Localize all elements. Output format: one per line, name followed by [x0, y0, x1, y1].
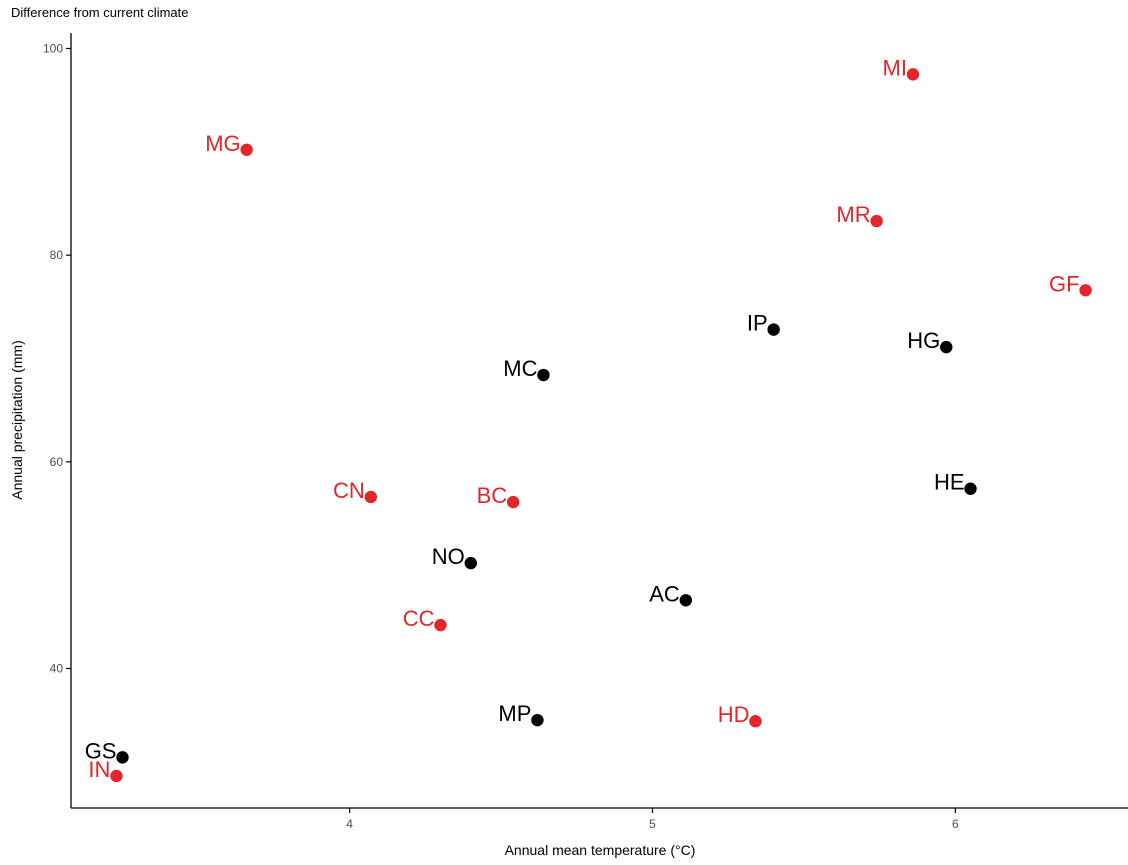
point-label-gs: GS [85, 738, 117, 763]
data-point-gs [116, 751, 129, 764]
y-axis-title: Annual precipitation (mm) [9, 340, 25, 500]
y-tick-label: 40 [50, 662, 64, 676]
point-label-gf: GF [1049, 271, 1080, 296]
point-label-in: IN [88, 757, 110, 782]
data-point-gf [1079, 284, 1092, 297]
data-point-hg [940, 340, 953, 354]
point-label-hd: HD [718, 702, 750, 727]
data-point-no [464, 556, 477, 570]
data-point-mc [537, 368, 550, 382]
data-point-cc [434, 618, 447, 632]
data-point-ip [767, 323, 780, 336]
point-label-mi: MI [883, 55, 907, 80]
x-axis-title: Annual mean temperature (°C) [505, 842, 696, 858]
data-point-he [964, 482, 977, 495]
point-label-mc: MC [503, 356, 537, 381]
point-label-hg: HG [907, 328, 940, 353]
data-point-hd [749, 715, 762, 728]
data-point-in [110, 769, 123, 783]
x-tick-label: 4 [346, 817, 353, 831]
x-tick-label: 5 [649, 817, 656, 831]
chart-subtitle: Difference from current climate [11, 5, 189, 20]
data-point-ac [679, 594, 693, 607]
point-label-no: NO [432, 544, 465, 569]
x-tick-label: 6 [952, 817, 959, 831]
data-point-mg [240, 143, 253, 156]
point-label-cc: CC [403, 606, 435, 631]
y-tick-label: 80 [50, 248, 64, 262]
data-point-cn [364, 490, 378, 504]
data-point-mp [531, 713, 544, 727]
point-label-bc: BC [477, 483, 508, 508]
y-tick-label: 60 [50, 455, 64, 469]
data-point-mr [870, 214, 883, 228]
point-label-ip: IP [747, 311, 768, 336]
axes [70, 33, 1128, 809]
data-point-mi [906, 68, 920, 81]
point-label-he: HE [934, 470, 965, 495]
point-label-mp: MP [498, 701, 531, 726]
point-label-mr: MR [836, 202, 870, 227]
y-tick-label: 100 [43, 42, 63, 56]
point-label-mg: MG [205, 131, 240, 156]
data-point-bc [506, 495, 520, 509]
point-label-cn: CN [333, 478, 365, 503]
tick-group: 4 5 6 40 60 80 100 [43, 42, 959, 832]
point-label-ac: AC [649, 581, 680, 606]
